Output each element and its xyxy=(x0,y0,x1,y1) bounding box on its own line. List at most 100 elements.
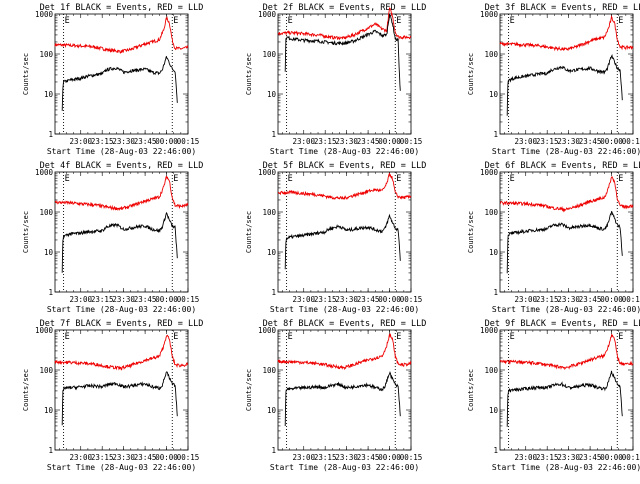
x-tick-label: 23:15 xyxy=(314,137,337,146)
chart-title: Det 4f BLACK = Events, RED = LLD xyxy=(40,161,204,171)
chart-det-1f: Det 1f BLACK = Events, RED = LLD 1 10 100 10… xyxy=(22,3,203,156)
marker-label: E xyxy=(173,332,178,342)
x-tick-label: 00:15 xyxy=(400,137,423,146)
lld-series-line xyxy=(277,332,412,371)
chart-det-4f: Det 4f BLACK = Events, RED = LLD 1 10 100 10… xyxy=(22,161,203,314)
x-tick-label: 00:15 xyxy=(400,295,423,304)
y-tick-label: 10 xyxy=(489,248,499,257)
y-tick-label: 10 xyxy=(267,248,277,257)
y-tick-label: 1 xyxy=(48,130,53,139)
x-tick-label: 23:15 xyxy=(91,295,114,304)
y-tick-label: 100 xyxy=(39,366,53,375)
x-axis-label: Start Time (28-Aug-03 22:46:00) xyxy=(492,463,640,472)
x-tick-label: 00:00 xyxy=(600,453,623,462)
x-axis-label: Start Time (28-Aug-03 22:46:00) xyxy=(270,147,419,156)
y-tick-label: 1 xyxy=(493,288,498,297)
chart-title: Det 2f BLACK = Events, RED = LLD xyxy=(263,3,427,13)
marker-label: E xyxy=(510,332,515,342)
y-tick-label: 1000 xyxy=(35,10,54,19)
x-tick-label: 23:15 xyxy=(314,453,337,462)
y-tick-label: 1000 xyxy=(258,10,277,19)
marker-label: E xyxy=(618,16,623,26)
lld-series-line xyxy=(55,175,189,212)
x-tick-label: 23:45 xyxy=(134,137,157,146)
marker-label: E xyxy=(396,332,401,342)
y-tick-label: 100 xyxy=(262,50,276,59)
x-tick-label: 23:45 xyxy=(579,453,602,462)
events-series-line xyxy=(61,371,178,426)
marker-label: E xyxy=(510,174,515,184)
x-tick-label: 23:30 xyxy=(112,453,135,462)
chart-title: Det 8f BLACK = Events, RED = LLD xyxy=(263,319,427,329)
y-tick-label: 10 xyxy=(267,90,277,99)
x-tick-label: 00:00 xyxy=(378,453,401,462)
y-tick-label: 10 xyxy=(44,406,54,415)
x-tick-label: 23:00 xyxy=(514,137,537,146)
y-tick-label: 1000 xyxy=(480,326,499,335)
y-tick-label: 100 xyxy=(262,366,276,375)
lld-series-line xyxy=(499,333,634,371)
marker-label: E xyxy=(510,16,515,26)
chart-title: Det 3f BLACK = Events, RED = LLD xyxy=(485,3,640,13)
x-tick-label: 00:00 xyxy=(378,295,401,304)
y-axis-label: Counts/sec xyxy=(467,369,475,411)
chart-title: Det 7f BLACK = Events, RED = LLD xyxy=(40,319,204,329)
events-series-line xyxy=(506,53,623,116)
y-tick-label: 10 xyxy=(44,90,54,99)
marker-label: E xyxy=(65,332,70,342)
y-tick-label: 10 xyxy=(267,406,277,415)
lld-series-line xyxy=(499,176,634,213)
y-axis-label: Counts/sec xyxy=(245,53,253,95)
events-series-line xyxy=(284,371,401,427)
x-axis-label: Start Time (28-Aug-03 22:46:00) xyxy=(47,463,196,472)
y-tick-label: 1 xyxy=(493,130,498,139)
marker-label: E xyxy=(396,16,401,26)
y-tick-label: 100 xyxy=(39,50,53,59)
x-tick-label: 23:15 xyxy=(314,295,337,304)
x-axis-label: Start Time (28-Aug-03 22:46:00) xyxy=(270,305,419,314)
x-tick-label: 23:00 xyxy=(514,295,537,304)
x-tick-label: 23:45 xyxy=(579,295,602,304)
x-axis-label: Start Time (28-Aug-03 22:46:00) xyxy=(492,147,640,156)
x-tick-label: 23:15 xyxy=(536,137,559,146)
x-tick-label: 23:45 xyxy=(357,453,380,462)
y-tick-label: 1 xyxy=(271,288,276,297)
x-tick-label: 00:15 xyxy=(177,137,200,146)
x-tick-label: 23:45 xyxy=(357,295,380,304)
x-tick-label: 23:45 xyxy=(134,295,157,304)
chart-title: Det 9f BLACK = Events, RED = LLD xyxy=(485,319,640,329)
y-tick-label: 1000 xyxy=(480,10,499,19)
x-tick-label: 00:00 xyxy=(155,453,178,462)
x-tick-label: 23:00 xyxy=(292,137,315,146)
y-tick-label: 100 xyxy=(262,208,276,217)
marker-label: E xyxy=(288,174,293,184)
x-tick-label: 23:30 xyxy=(557,295,580,304)
events-series-line xyxy=(61,211,178,273)
x-tick-label: 00:15 xyxy=(622,137,640,146)
x-tick-label: 23:30 xyxy=(557,453,580,462)
x-tick-label: 00:00 xyxy=(600,295,623,304)
x-tick-label: 00:00 xyxy=(155,295,178,304)
x-tick-label: 23:30 xyxy=(557,137,580,146)
y-tick-label: 1 xyxy=(271,446,276,455)
chart-det-6f: Det 6f BLACK = Events, RED = LLD 1 10 100 10… xyxy=(467,161,640,314)
x-axis-label: Start Time (28-Aug-03 22:46:00) xyxy=(47,305,196,314)
lld-series-line xyxy=(277,7,412,41)
lld-series-line xyxy=(277,172,412,200)
y-axis-label: Counts/sec xyxy=(245,369,253,411)
x-tick-label: 23:30 xyxy=(112,137,135,146)
y-axis-label: Counts/sec xyxy=(467,53,475,95)
x-tick-label: 00:15 xyxy=(177,453,200,462)
x-tick-label: 00:15 xyxy=(400,453,423,462)
chart-det-7f: Det 7f BLACK = Events, RED = LLD 1 10 100 10… xyxy=(22,319,203,472)
x-axis-label: Start Time (28-Aug-03 22:46:00) xyxy=(270,463,419,472)
y-tick-label: 100 xyxy=(484,50,498,59)
marker-label: E xyxy=(173,174,178,184)
x-tick-label: 23:30 xyxy=(112,295,135,304)
y-tick-label: 1000 xyxy=(35,168,54,177)
x-tick-label: 23:00 xyxy=(69,137,92,146)
plot-frame xyxy=(499,329,634,451)
x-tick-label: 23:30 xyxy=(335,295,358,304)
y-axis-label: Counts/sec xyxy=(22,211,30,253)
